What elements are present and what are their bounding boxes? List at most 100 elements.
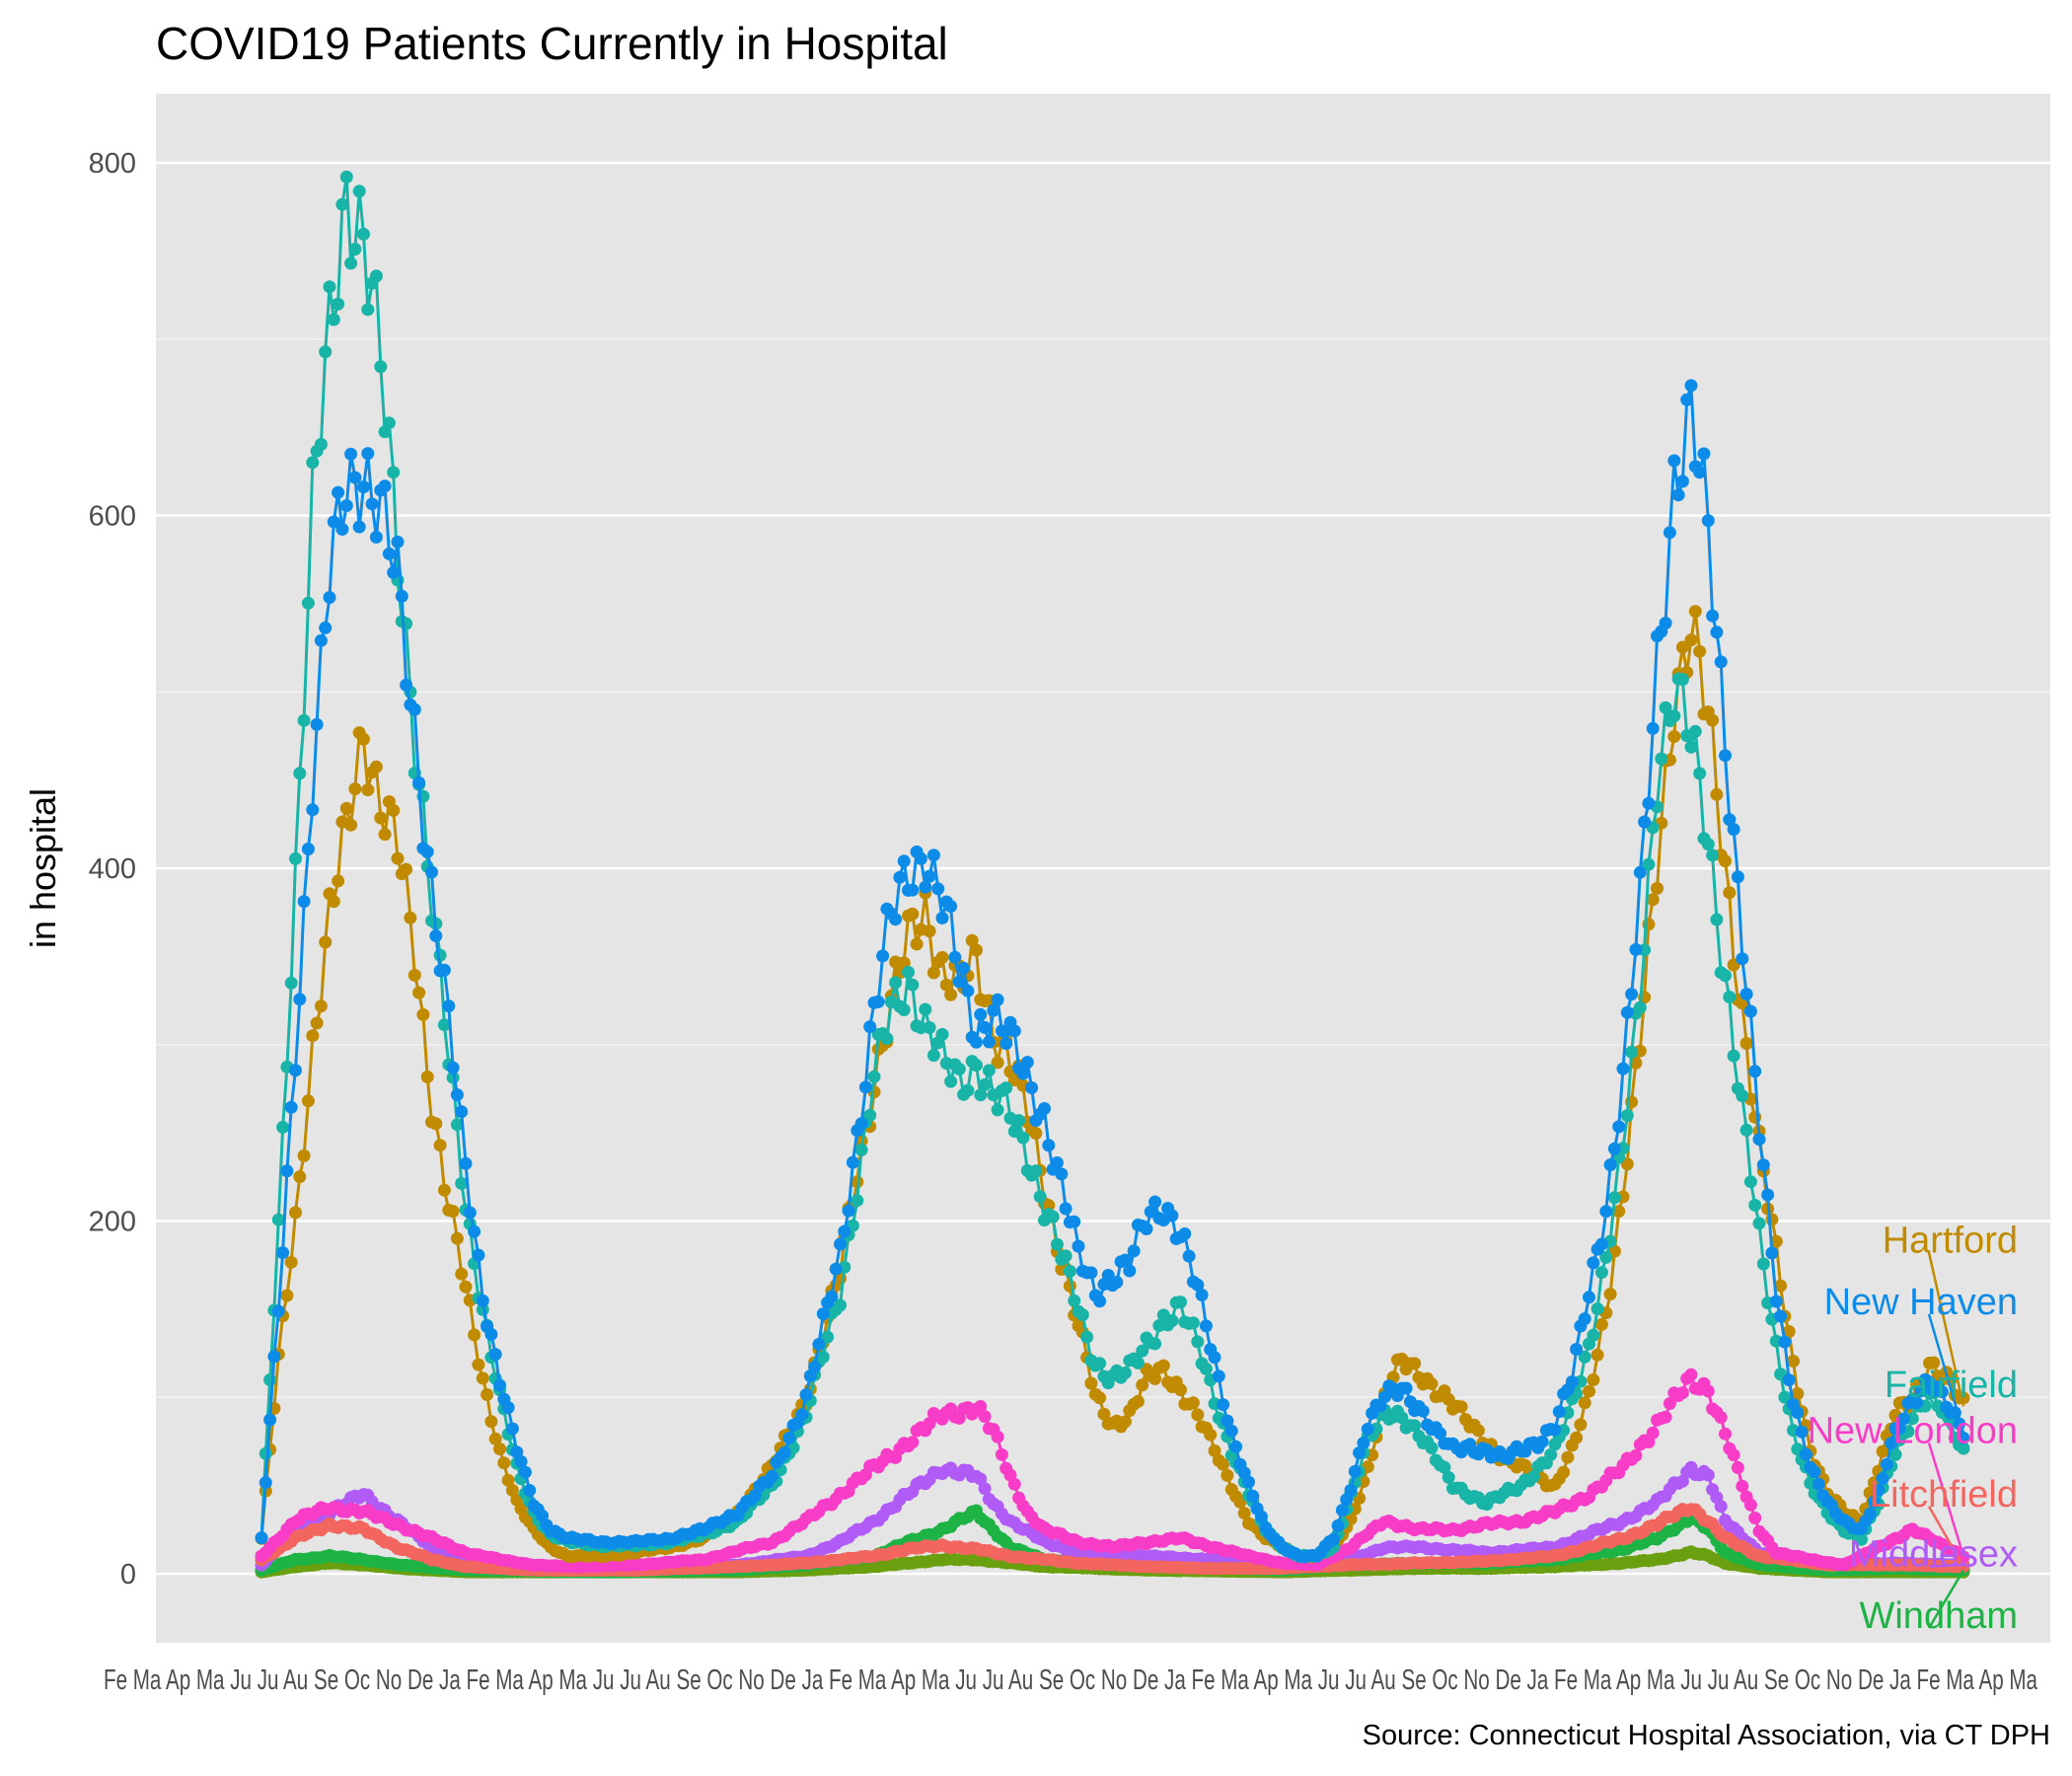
data-point xyxy=(339,801,353,815)
data-point xyxy=(1438,1460,1451,1474)
data-point xyxy=(357,227,370,241)
data-point xyxy=(293,993,307,1006)
data-point xyxy=(1535,1435,1549,1448)
data-point xyxy=(1068,1294,1081,1307)
data-point xyxy=(1667,730,1681,743)
data-point xyxy=(1097,1407,1111,1421)
data-point xyxy=(1059,1249,1073,1263)
data-point xyxy=(1706,713,1720,727)
data-point xyxy=(387,466,401,480)
data-point xyxy=(1620,1157,1634,1171)
data-point xyxy=(1748,1065,1762,1078)
series-label-leader xyxy=(1927,1252,1965,1407)
data-point xyxy=(429,1117,443,1131)
data-point xyxy=(1587,1373,1600,1386)
data-point xyxy=(1378,1390,1391,1404)
series-label-leader xyxy=(1927,1313,1965,1434)
data-point xyxy=(280,1164,294,1178)
data-point xyxy=(880,1032,894,1046)
data-point xyxy=(1063,1264,1076,1278)
y-tick-label: 800 xyxy=(89,148,136,180)
data-point xyxy=(374,360,388,374)
data-point xyxy=(1353,1446,1367,1459)
data-point xyxy=(276,1121,290,1134)
data-point xyxy=(306,803,320,817)
data-point xyxy=(297,1148,311,1162)
data-point xyxy=(1684,740,1698,754)
data-point xyxy=(493,1443,506,1455)
data-point xyxy=(838,1224,851,1238)
data-point xyxy=(965,933,979,947)
data-point xyxy=(1723,991,1737,1003)
data-point xyxy=(1714,655,1728,669)
data-point xyxy=(1675,475,1689,488)
data-point xyxy=(914,851,927,865)
data-point xyxy=(842,1204,855,1218)
data-point xyxy=(1748,1512,1762,1524)
data-point xyxy=(518,1465,532,1479)
data-point xyxy=(332,297,345,311)
data-point xyxy=(271,1213,285,1226)
data-point xyxy=(314,999,328,1013)
series-label: Fairfield xyxy=(1885,1365,2018,1406)
data-point xyxy=(1208,1443,1221,1457)
data-point xyxy=(952,1063,966,1075)
data-point xyxy=(319,935,333,949)
series-new-london xyxy=(255,1368,1970,1574)
data-point xyxy=(1765,1246,1779,1260)
data-point xyxy=(1237,1507,1251,1520)
data-point xyxy=(782,1431,796,1444)
data-point xyxy=(974,1400,988,1413)
data-point xyxy=(1723,813,1737,827)
data-point xyxy=(1578,1312,1591,1326)
data-point xyxy=(1778,1390,1792,1404)
data-point xyxy=(1714,1500,1728,1514)
data-point xyxy=(1565,1375,1579,1388)
data-point xyxy=(1148,1371,1162,1385)
series-label: New London xyxy=(1808,1410,2018,1451)
data-point xyxy=(1016,1131,1030,1145)
data-point xyxy=(1357,1437,1370,1449)
data-point xyxy=(484,1327,498,1341)
data-point xyxy=(1178,1227,1192,1240)
data-point xyxy=(876,949,890,963)
data-point xyxy=(1191,1408,1205,1422)
data-point xyxy=(1646,1426,1660,1440)
data-point xyxy=(369,269,383,283)
data-point xyxy=(267,1350,281,1364)
data-point xyxy=(1710,626,1724,639)
data-point xyxy=(906,978,920,992)
data-point xyxy=(991,1103,1004,1117)
data-point xyxy=(1599,1250,1613,1264)
data-point xyxy=(1603,1158,1617,1172)
data-point xyxy=(301,1094,315,1108)
data-point xyxy=(1765,1213,1779,1226)
data-point xyxy=(834,1237,847,1251)
data-point xyxy=(1127,1244,1141,1258)
data-point xyxy=(961,1083,975,1097)
data-point xyxy=(1072,1239,1085,1253)
data-point xyxy=(978,1410,992,1424)
data-point xyxy=(1016,1067,1030,1080)
data-point xyxy=(1093,1391,1107,1405)
data-point xyxy=(1756,1158,1770,1172)
data-point xyxy=(1752,1217,1766,1230)
data-point xyxy=(514,1454,528,1468)
data-point xyxy=(974,1088,988,1102)
data-point xyxy=(812,1338,826,1351)
data-point xyxy=(1892,1422,1906,1436)
data-point xyxy=(1136,1344,1149,1358)
data-point xyxy=(1029,1127,1043,1141)
data-point xyxy=(1736,1479,1749,1493)
data-point xyxy=(1719,969,1732,983)
data-point xyxy=(310,1016,324,1030)
data-point xyxy=(284,1255,298,1269)
data-point xyxy=(1442,1392,1455,1406)
data-point xyxy=(1778,1335,1792,1349)
data-point xyxy=(1719,1427,1732,1441)
data-point xyxy=(1910,1396,1924,1410)
data-point xyxy=(897,854,911,868)
data-point xyxy=(1583,1384,1595,1398)
data-point xyxy=(1655,752,1668,766)
data-point xyxy=(1752,1133,1766,1147)
